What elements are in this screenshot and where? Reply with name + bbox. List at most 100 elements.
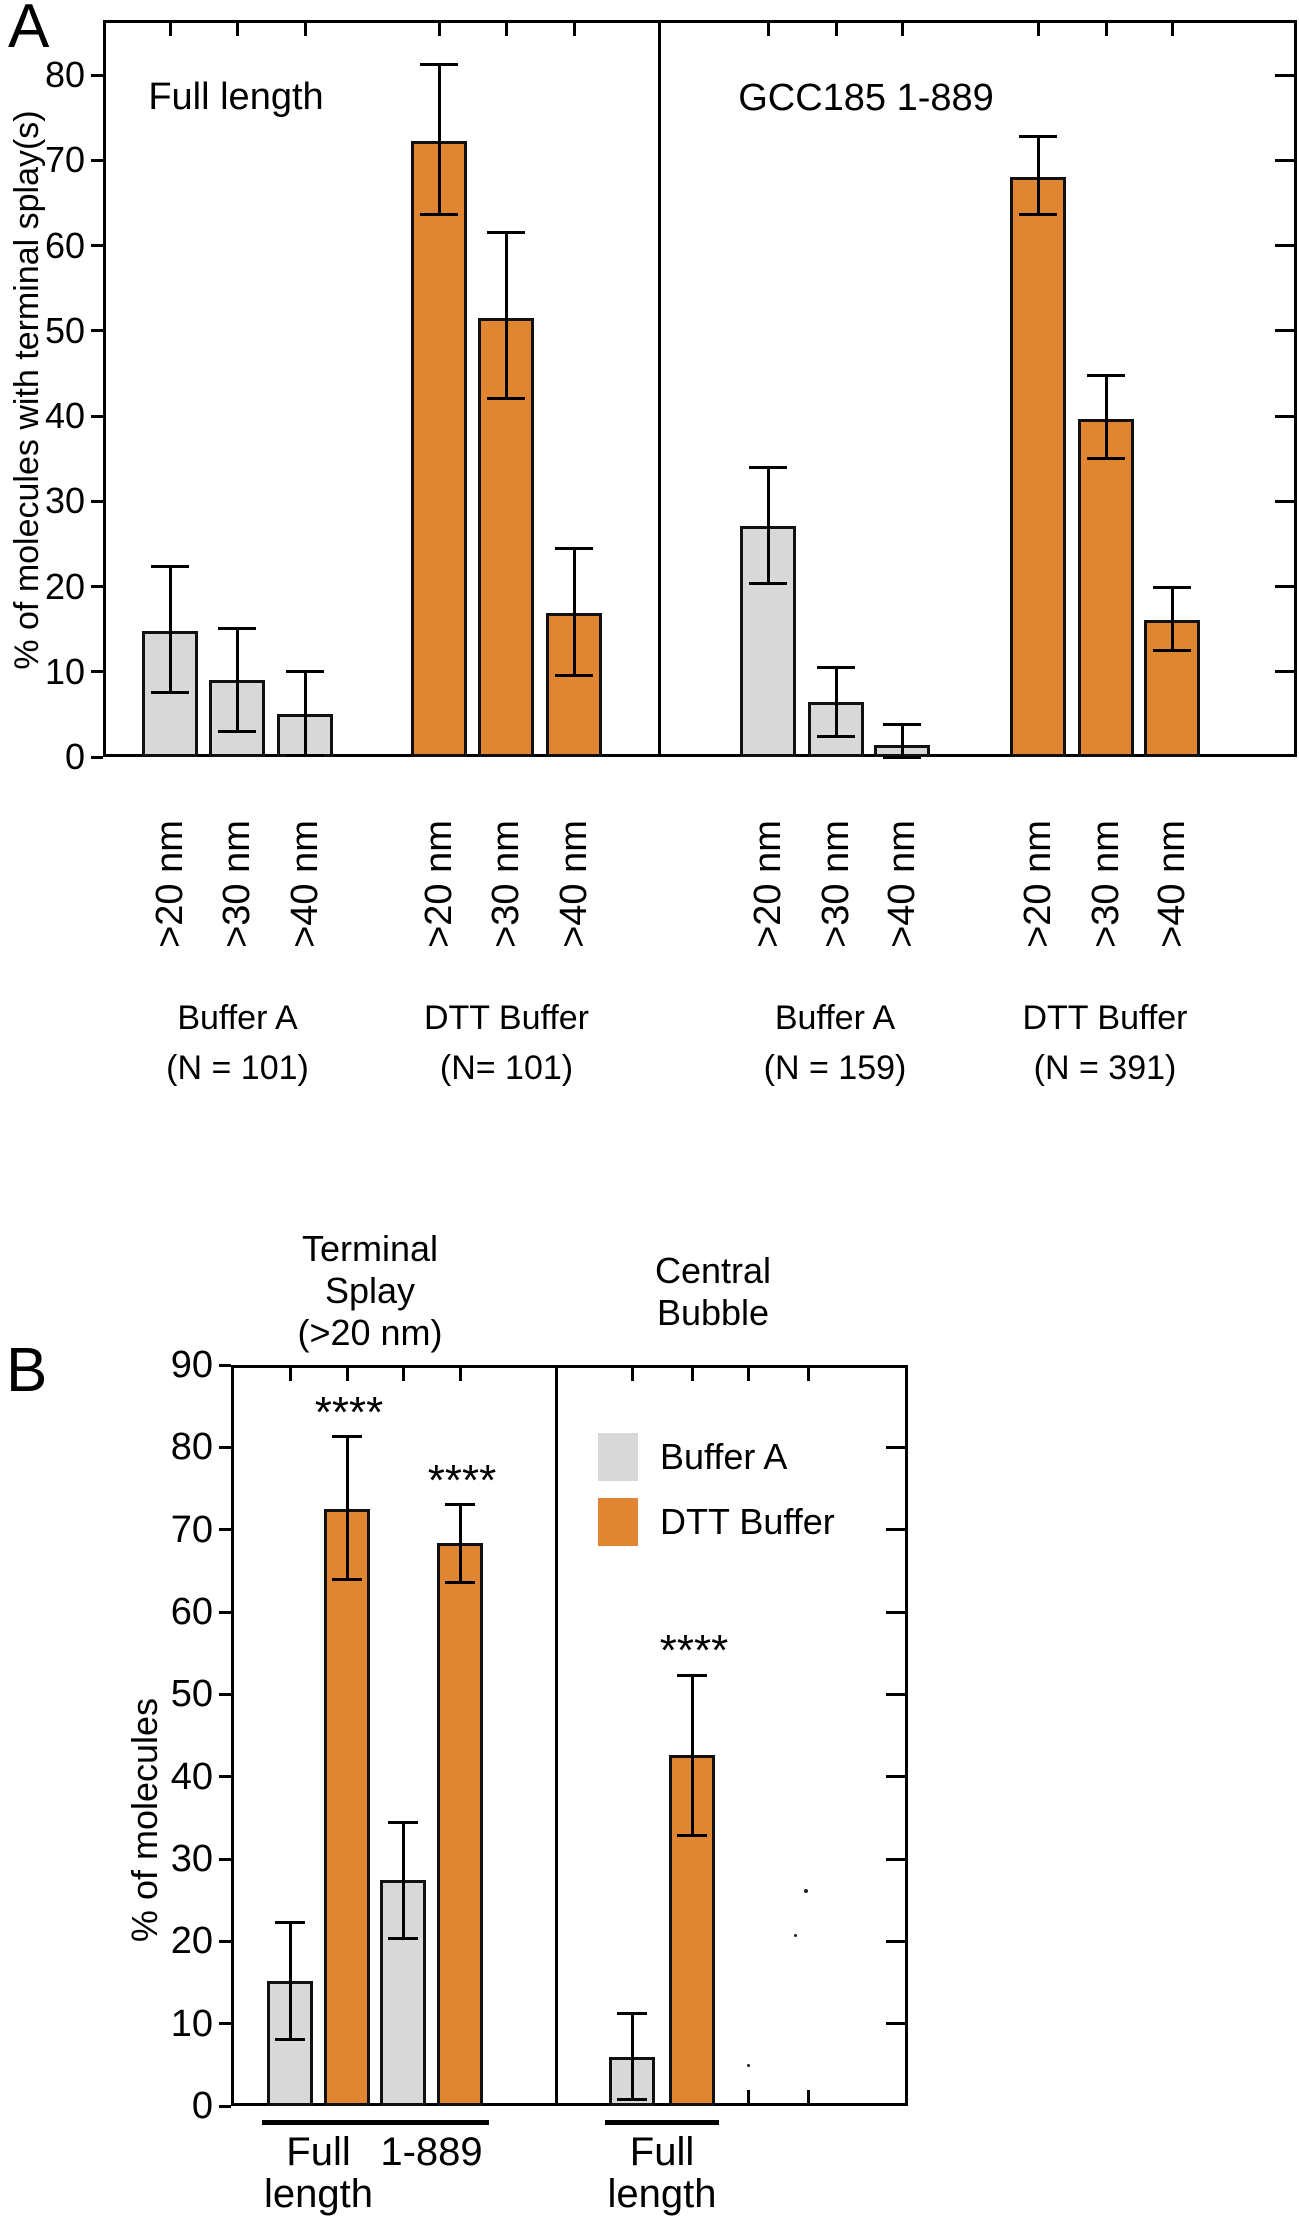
panel-b-y-tick xyxy=(219,1857,231,1861)
panel-a-bar-buffer-a-40-nm-error-cap-top xyxy=(883,723,921,727)
panel-b-bar-dtt-buffer-g0 xyxy=(324,1509,370,2106)
panel-b-bar-dtt-buffer-g1 xyxy=(437,1542,483,2106)
panel-a-y-tick xyxy=(91,585,103,588)
panel-b-bar-dtt-buffer-g2-error-cap-top xyxy=(677,1673,707,1677)
panel-b-bar-dtt-buffer-g1-error-cap-bottom xyxy=(445,1580,475,1584)
panel-a-y-tick xyxy=(91,73,103,77)
panel-b-y-tick xyxy=(219,1528,231,1532)
panel-a-bin-label: >20 nm xyxy=(418,820,460,948)
panel-a-right-tick xyxy=(1275,414,1297,418)
panel-b-bar-buffer-a-g1-error-line xyxy=(401,1822,405,1939)
panel-b-bar-dtt-buffer-g0-error-cap-top xyxy=(332,1435,362,1439)
panel-a-y-tick-label: 20 xyxy=(44,565,85,607)
panel-a-bar-dtt-buffer-30-nm-error-cap-bottom xyxy=(487,397,525,401)
panel-b-section-divider xyxy=(555,1365,558,2106)
panel-b-bar-buffer-a-g0-error-cap-bottom xyxy=(275,2037,305,2041)
panel-a-bin-label: >40 nm xyxy=(881,820,923,948)
speck-dot xyxy=(804,1889,808,1893)
panel-b-y-tick-label: 90 xyxy=(170,1344,213,1386)
panel-a-bar-dtt-buffer-40-nm-error-line xyxy=(1170,587,1174,651)
panel-a-y-tick-label: 10 xyxy=(44,650,85,692)
panel-a-bar-dtt-buffer-20-nm xyxy=(411,140,467,757)
panel-a-top-tick xyxy=(437,20,441,36)
panel-a-top-tick xyxy=(572,20,576,36)
panel-b-y-tick-label: 50 xyxy=(170,1673,213,1716)
panel-a-subtitle-full-length: Full length xyxy=(148,76,324,118)
panel-a-right-tick xyxy=(1275,158,1297,162)
panel-b-y-tick xyxy=(219,1445,231,1449)
panel-a-bar-buffer-a-20-nm-error-cap-bottom xyxy=(151,690,189,694)
panel-b-top-tick xyxy=(630,1365,634,1381)
panel-a-y-tick xyxy=(91,158,103,162)
panel-b-letter: B xyxy=(6,1336,48,1405)
panel-a-bar-buffer-a-40-nm-error-cap-bottom xyxy=(883,755,921,759)
legend-label-dtt-buffer: DTT Buffer xyxy=(660,1501,835,1542)
speck-dot xyxy=(747,2064,750,2067)
panel-a-group-label-line2: (N = 391) xyxy=(1033,1049,1177,1087)
panel-a-y-tick xyxy=(91,670,103,674)
panel-b-right-tick xyxy=(886,1528,908,1532)
panel-a-group-label-line1: Buffer A xyxy=(177,999,298,1037)
panel-a-bin-label: >30 nm xyxy=(216,820,258,948)
panel-a-bin-label: >40 nm xyxy=(553,820,595,948)
panel-b-y-tick-label: 40 xyxy=(170,1755,213,1798)
panel-b-y-tick xyxy=(219,1610,231,1614)
panel-b-y-tick xyxy=(219,1363,231,1367)
panel-a-top-tick xyxy=(1036,20,1040,36)
panel-a-top-tick xyxy=(504,20,508,36)
panel-a-right-tick xyxy=(1275,244,1297,247)
panel-a-bin-label: >40 nm xyxy=(1151,820,1193,948)
panel-b-right-tick xyxy=(886,1610,908,1614)
panel-a-bin-label: >20 nm xyxy=(1017,820,1059,948)
panel-a-top-tick xyxy=(834,20,838,36)
panel-b-group-label-line1: Full xyxy=(629,2130,695,2174)
panel-b-group-underline xyxy=(605,2120,719,2125)
panel-a-group-label-line1: DTT Buffer xyxy=(423,999,590,1037)
panel-b-y-tick-label: 20 xyxy=(170,1920,213,1963)
panel-b-bar-buffer-a-g2-error-cap-bottom xyxy=(617,2097,647,2101)
panel-b-y-tick xyxy=(219,2104,231,2108)
panel-b-title-terminal-splay: Terminal Splay (>20 nm) xyxy=(170,1228,570,1354)
panel-b-top-tick xyxy=(288,1365,292,1381)
panel-a-bar-dtt-buffer-40-nm-error-cap-bottom xyxy=(1153,648,1191,652)
panel-a-bin-label: >20 nm xyxy=(747,820,789,948)
panel-b-group-label-line2: length xyxy=(607,2172,717,2216)
panel-a-bar-buffer-a-20-nm-error-line xyxy=(168,566,172,693)
panel-b-y-tick xyxy=(219,1939,231,1943)
panel-b-right-tick xyxy=(886,1939,908,1943)
panel-a-bar-dtt-buffer-30-nm xyxy=(1078,418,1134,757)
panel-a-bar-dtt-buffer-20-nm-error-line xyxy=(437,64,441,215)
panel-a-bar-dtt-buffer-30-nm xyxy=(478,317,534,757)
panel-a-bar-dtt-buffer-40-nm-error-cap-bottom xyxy=(555,673,593,677)
panel-b-right-tick xyxy=(886,1857,908,1861)
panel-a-group-label-line2: (N = 159) xyxy=(763,1049,907,1087)
panel-b-group-label-line2: length xyxy=(264,2172,373,2216)
panel-b-bar-buffer-a-g0-error-cap-top xyxy=(275,1920,305,1924)
panel-a-top-tick xyxy=(1104,20,1108,36)
panel-b-y-tick-label: 0 xyxy=(191,2085,213,2127)
panel-a-top-tick xyxy=(168,20,172,36)
panel-a-bin-label: >20 nm xyxy=(149,820,191,948)
panel-a-y-tick xyxy=(91,329,103,333)
panel-a-bar-buffer-a-20-nm-error-cap-top xyxy=(151,565,189,569)
panel-b-top-tick xyxy=(690,1365,694,1381)
panel-a-top-tick xyxy=(766,20,770,36)
panel-b-bar-dtt-buffer-g1-error-cap-top xyxy=(445,1503,475,1507)
panel-a-top-tick xyxy=(303,20,307,36)
panel-a-bar-buffer-a-30-nm-error-cap-top xyxy=(817,665,855,669)
significance-stars: **** xyxy=(314,1387,384,1437)
panel-b-y-tick-label: 30 xyxy=(170,1838,213,1880)
panel-a-bin-label: >40 nm xyxy=(284,820,326,948)
panel-b-top-tick xyxy=(806,1365,810,1381)
panel-a-bar-buffer-a-20-nm-error-line xyxy=(766,467,770,584)
panel-a-letter: A xyxy=(8,0,50,61)
panel-b-y-tick-label: 10 xyxy=(170,2002,213,2045)
panel-a-group-label-line2: (N= 101) xyxy=(439,1049,574,1087)
panel-a-bar-buffer-a-30-nm-error-cap-bottom xyxy=(218,729,256,733)
panel-b-bar-dtt-buffer-g2-error-cap-bottom xyxy=(677,1833,707,1837)
panel-b-right-tick xyxy=(886,1775,908,1779)
panel-b-bottom-tick xyxy=(746,2090,750,2106)
panel-b-bar-buffer-a-g0-error-line xyxy=(288,1922,292,2040)
panel-a-bin-label: >30 nm xyxy=(1085,820,1127,948)
